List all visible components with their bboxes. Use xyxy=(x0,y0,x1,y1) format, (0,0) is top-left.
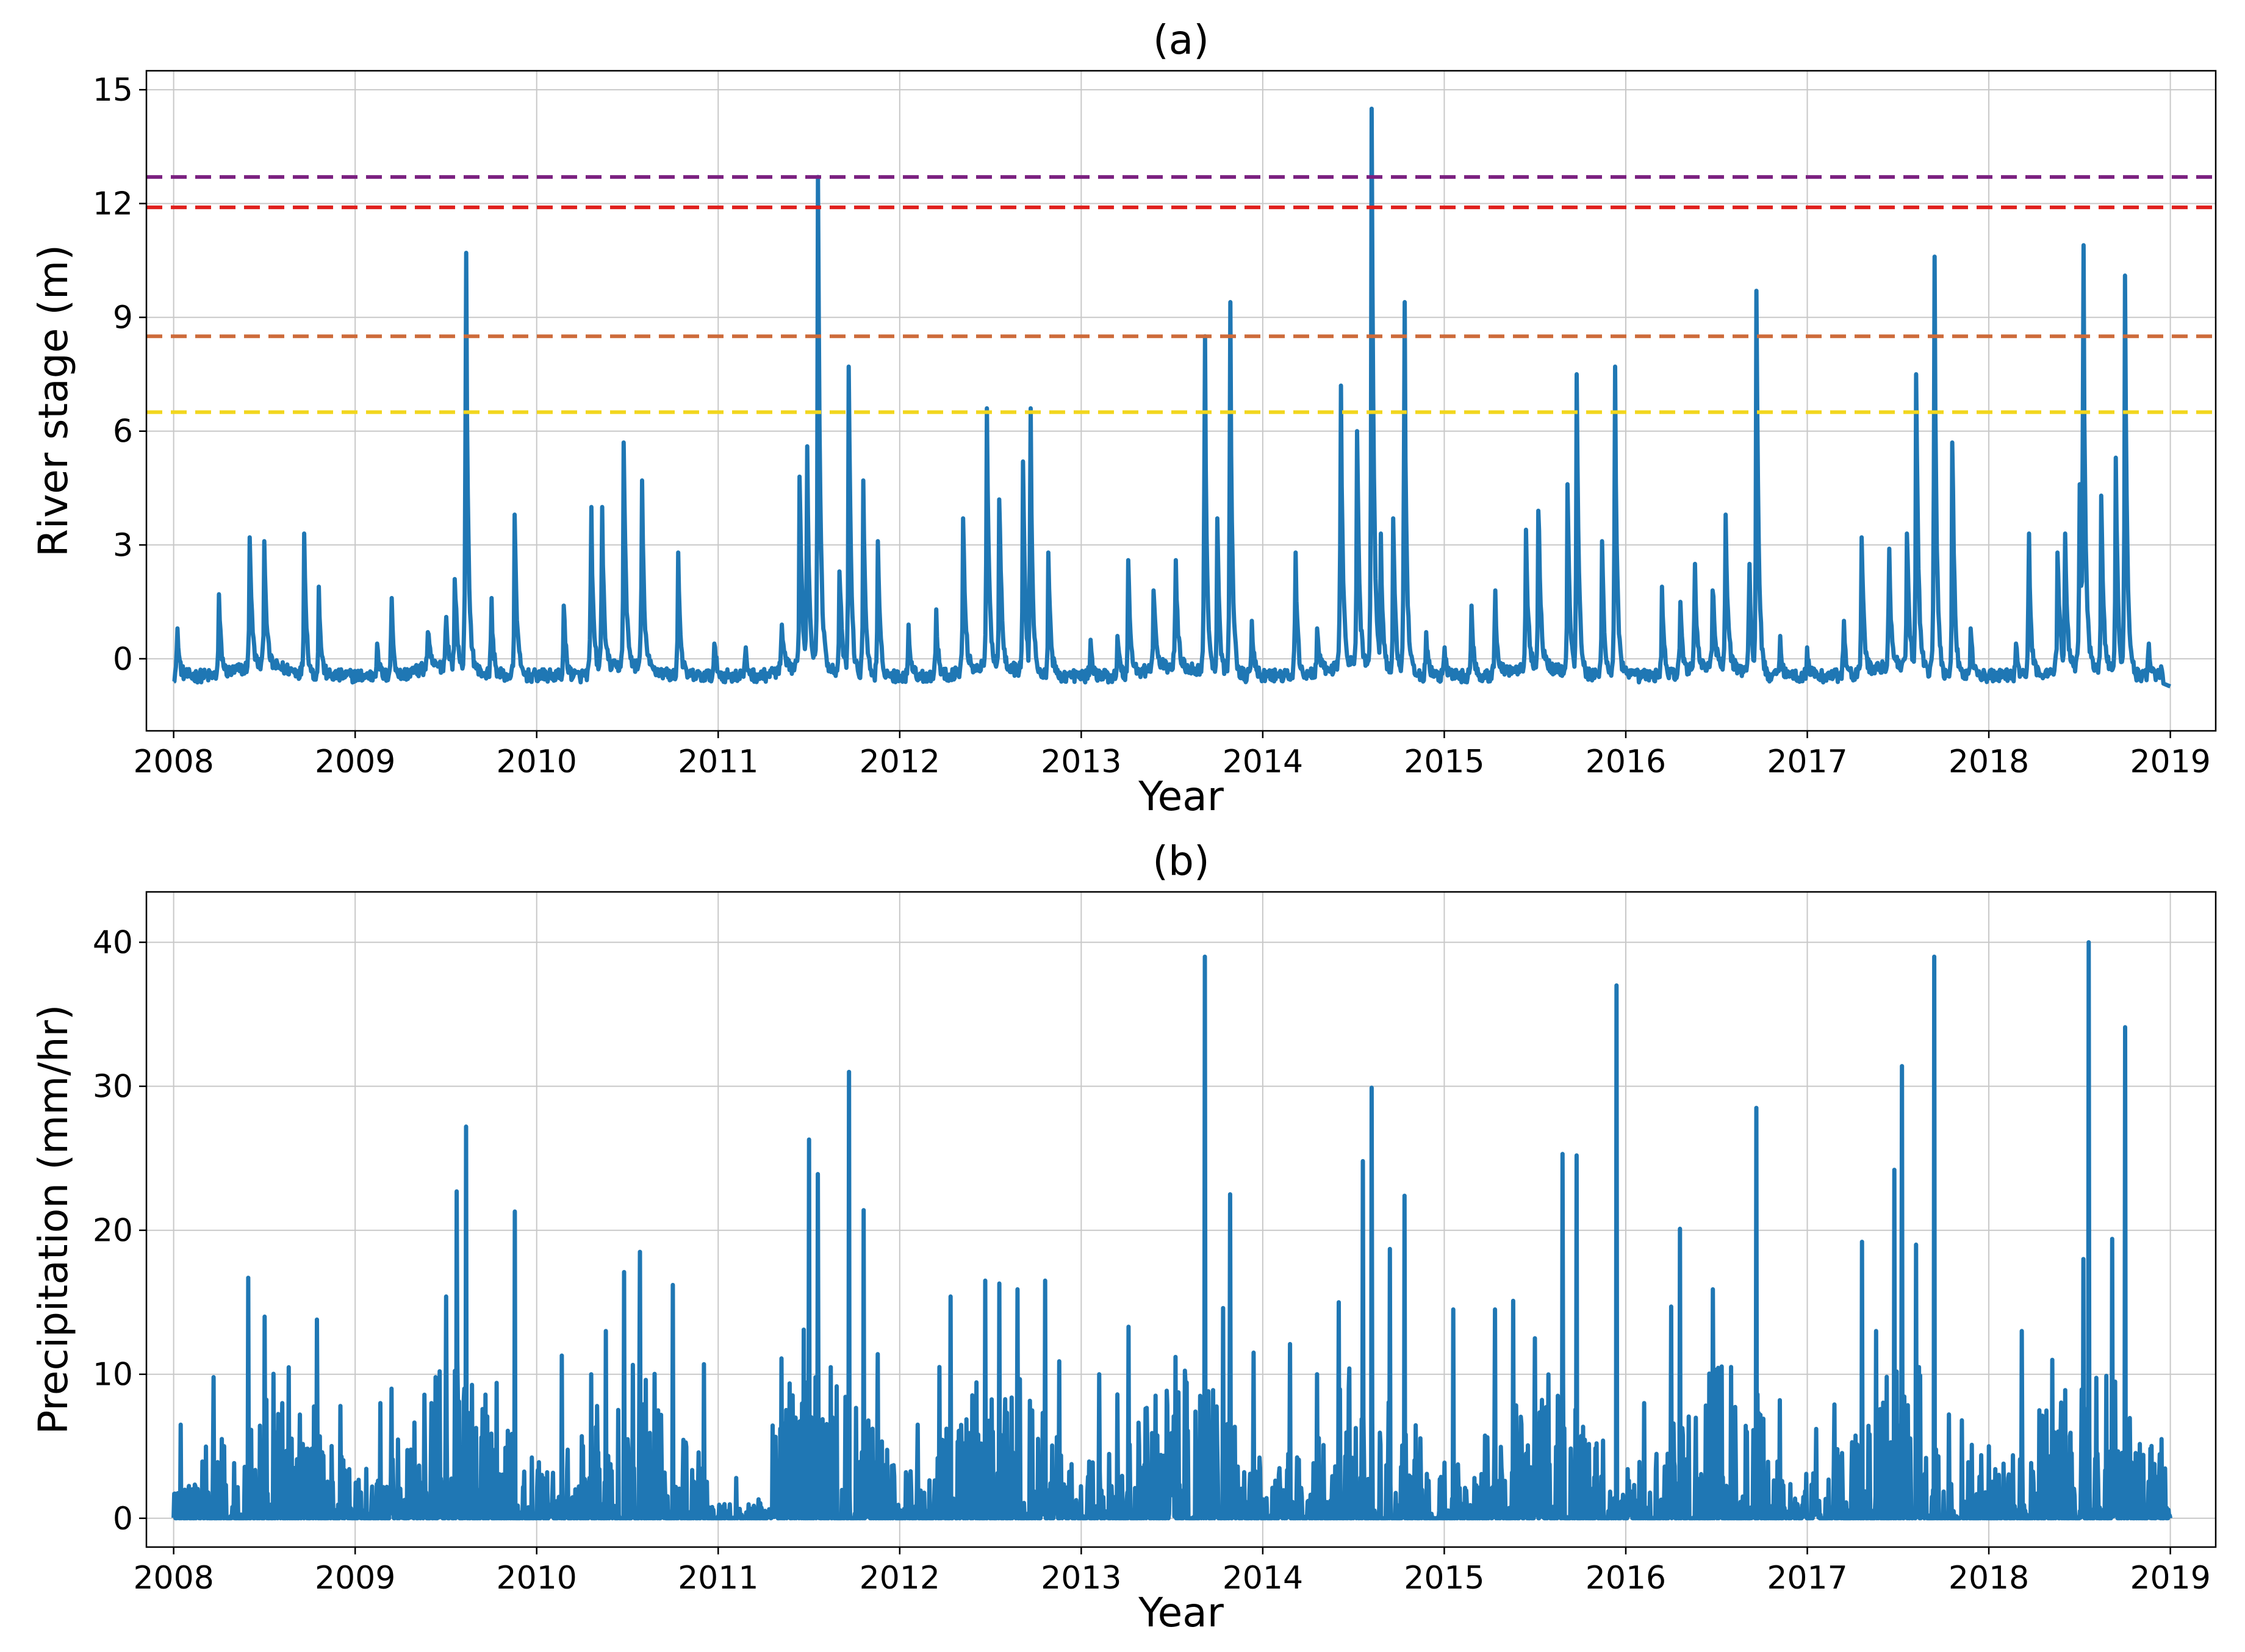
x-axis-label: Year xyxy=(1138,773,1224,820)
x-tick-label: 2015 xyxy=(1404,744,1484,780)
x-tick-label: 2008 xyxy=(133,744,214,780)
y-tick-label: 0 xyxy=(113,641,133,678)
y-axis-label: River stage (m) xyxy=(30,245,77,557)
series-line xyxy=(171,940,2173,1521)
x-tick-label: 2009 xyxy=(315,744,395,780)
x-tick-label: 2011 xyxy=(678,1560,758,1596)
x-tick-label: 2017 xyxy=(1767,744,1847,780)
axes-frame xyxy=(145,70,2217,732)
x-tick-label: 2010 xyxy=(497,744,577,780)
x-tick-label: 2008 xyxy=(133,1560,214,1596)
x-tick-label: 2016 xyxy=(1586,744,1666,780)
plot-area xyxy=(171,940,2173,1521)
y-tick-label: 6 xyxy=(113,414,133,450)
x-tick-label: 2009 xyxy=(315,1560,395,1596)
x-tick-label: 2011 xyxy=(678,744,758,780)
x-axis-label: Year xyxy=(1138,1589,1224,1636)
x-tick-label: 2019 xyxy=(2130,1560,2210,1596)
x-tick-label: 2012 xyxy=(860,744,940,780)
x-tick-label: 2019 xyxy=(2130,744,2210,780)
panel-a: (a) 2008 2009 2010 2011 2012 2013 2014 2015 2016 2… xyxy=(30,16,2217,820)
x-tick-label: 2014 xyxy=(1223,1560,1303,1596)
panel-b: (b)2008 2009 2010 2011 2012 2013 2014 2015 2016 2… xyxy=(30,838,2217,1636)
x-tick-label: 2018 xyxy=(1949,1560,2029,1596)
plot-area xyxy=(146,106,2216,689)
x-tick-label: 2013 xyxy=(1041,744,1121,780)
y-tick-label: 12 xyxy=(93,186,133,223)
y-tick-label: 3 xyxy=(113,527,133,564)
y-tick-label: 0 xyxy=(113,1501,133,1537)
axes-frame xyxy=(145,891,2217,1548)
y-tick-label: 40 xyxy=(93,925,133,961)
panel-title: (a) xyxy=(1153,16,1209,63)
y-axis-label: Precipitation (mm/hr) xyxy=(30,1005,77,1435)
y-tick-label: 10 xyxy=(93,1357,133,1393)
series-line xyxy=(172,106,2172,689)
x-tick-label: 2016 xyxy=(1586,1560,1666,1596)
x-tick-label: 2018 xyxy=(1949,744,2029,780)
x-tick-label: 2017 xyxy=(1767,1560,1847,1596)
x-tick-label: 2014 xyxy=(1223,744,1303,780)
x-tick-label: 2010 xyxy=(497,1560,577,1596)
x-tick-label: 2015 xyxy=(1404,1560,1484,1596)
x-tick-label: 2013 xyxy=(1041,1560,1121,1596)
y-tick-label: 9 xyxy=(113,300,133,336)
y-tick-label: 15 xyxy=(93,72,133,109)
y-tick-label: 20 xyxy=(93,1213,133,1249)
y-tick-label: 30 xyxy=(93,1069,133,1105)
panel-title: (b) xyxy=(1152,838,1209,885)
x-tick-label: 2012 xyxy=(860,1560,940,1596)
